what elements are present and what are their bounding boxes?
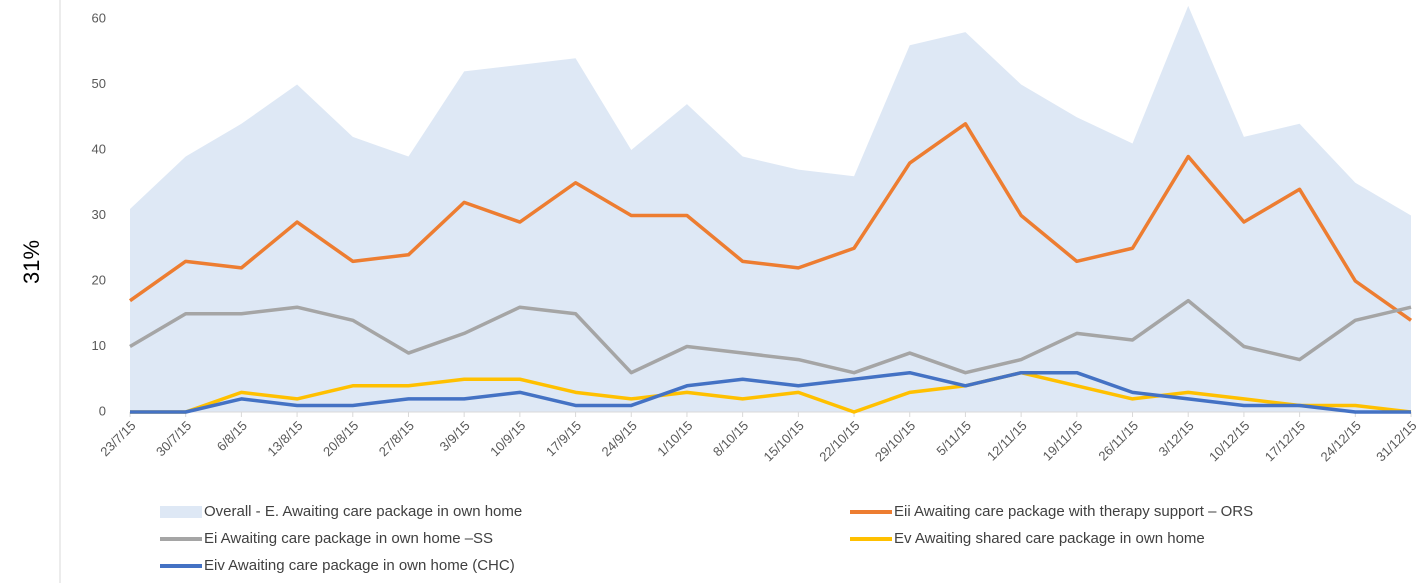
y-tick-label: 0 (99, 403, 106, 418)
legend-label: Eii Awaiting care package with therapy s… (894, 503, 1253, 520)
x-tick-label: 29/10/15 (872, 418, 918, 464)
legend-label: Ev Awaiting shared care package in own h… (894, 530, 1205, 547)
x-tick-label: 1/10/15 (654, 418, 695, 459)
legend-label: Eiv Awaiting care package in own home (C… (204, 557, 515, 574)
x-tick-label: 3/9/15 (437, 418, 473, 454)
line (130, 370, 1412, 414)
x-tick-label: 23/7/15 (97, 418, 138, 459)
x-tick-label: 6/8/15 (214, 418, 250, 454)
side-annotation: 31% (19, 240, 44, 284)
x-tick-label: 15/10/15 (761, 418, 807, 464)
legend-label: Ei Awaiting care package in own home –SS (204, 530, 493, 547)
x-tick-label: 31/12/15 (1373, 418, 1419, 464)
x-tick-label: 10/12/15 (1206, 418, 1252, 464)
x-tick-label: 24/12/15 (1317, 418, 1363, 464)
line (130, 370, 1411, 414)
y-tick-label: 60 (92, 10, 106, 25)
x-tick-label: 17/12/15 (1262, 418, 1308, 464)
legend-swatch (160, 506, 202, 518)
y-tick-label: 20 (92, 272, 106, 287)
x-tick-label: 5/11/15 (933, 418, 974, 459)
x-tick-label: 13/8/15 (264, 418, 305, 459)
x-tick-label: 26/11/15 (1095, 418, 1141, 464)
area (130, 5, 1411, 413)
y-tick-label: 40 (92, 141, 106, 156)
line (128, 122, 1413, 322)
x-tick-label: 10/9/15 (487, 418, 528, 459)
x-tick-label: 19/11/15 (1040, 418, 1086, 464)
x-tick-label: 12/11/15 (984, 418, 1030, 464)
y-tick-label: 50 (92, 76, 106, 91)
x-tick-label: 22/10/15 (816, 418, 862, 464)
x-tick-label: 17/9/15 (543, 418, 584, 459)
x-tick-label: 30/7/15 (153, 418, 194, 459)
y-tick-label: 30 (92, 207, 106, 222)
x-tick-label: 20/8/15 (320, 418, 361, 459)
legend-label: Overall - E. Awaiting care package in ow… (204, 503, 522, 520)
x-tick-label: 3/12/15 (1155, 418, 1196, 459)
legend: Overall - E. Awaiting care package in ow… (160, 503, 1253, 574)
line (129, 298, 1412, 375)
y-tick-label: 10 (92, 338, 106, 353)
x-tick-label: 8/10/15 (710, 418, 751, 459)
x-tick-label: 27/8/15 (376, 418, 417, 459)
x-tick-label: 24/9/15 (599, 418, 640, 459)
